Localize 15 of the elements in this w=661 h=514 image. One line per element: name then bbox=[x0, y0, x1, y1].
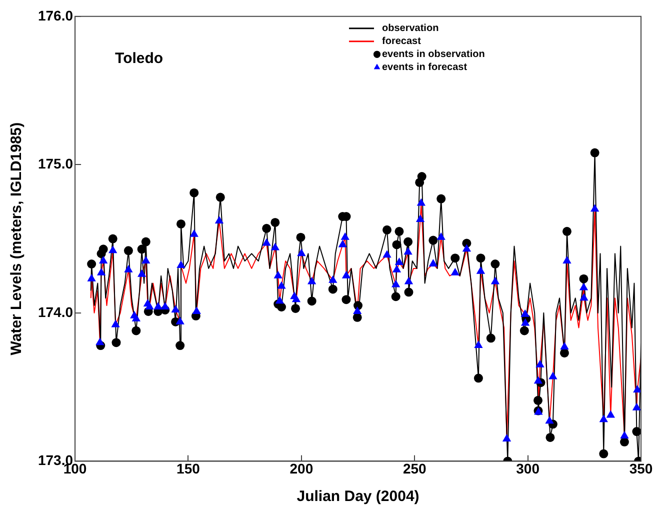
x-axis-title: Julian Day (2004) bbox=[296, 488, 420, 506]
y-tick-label: 174.0 bbox=[38, 304, 74, 320]
y-axis-title: Water Levels (meters, IGLD1985) bbox=[8, 122, 26, 356]
legend-label: forecast bbox=[382, 36, 422, 48]
annotation: Toledo bbox=[115, 50, 164, 68]
x-tick-label: 200 bbox=[290, 460, 314, 476]
legend-label: events in forecast bbox=[382, 62, 468, 74]
y-tick-label: 175.0 bbox=[38, 156, 74, 172]
x-tick-label: 150 bbox=[176, 460, 200, 476]
legend-label: events in observation bbox=[382, 49, 485, 60]
legend-label: observation bbox=[382, 23, 439, 34]
y-tick-label: 176.0 bbox=[38, 7, 74, 24]
x-tick-label: 350 bbox=[629, 460, 653, 476]
x-tick-label: 300 bbox=[516, 460, 540, 476]
x-tick-label: 250 bbox=[402, 460, 427, 476]
